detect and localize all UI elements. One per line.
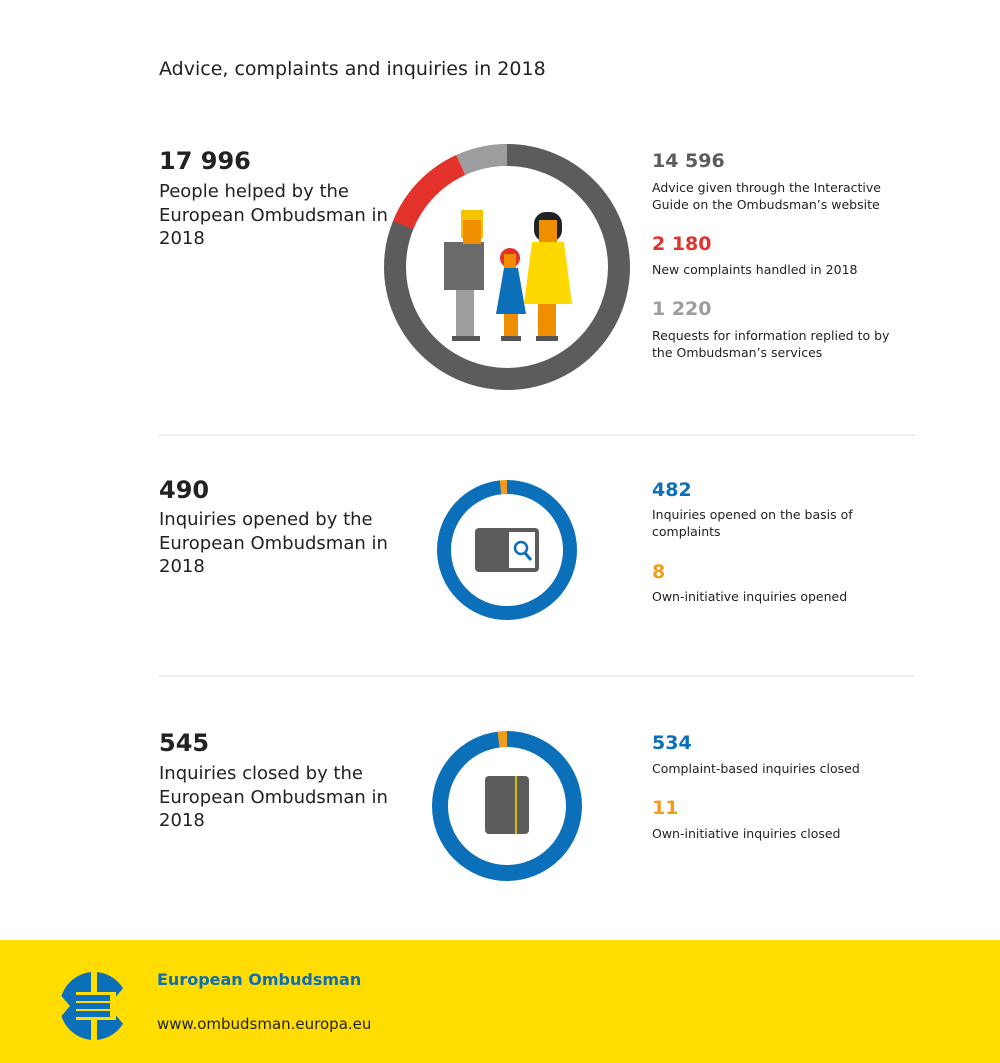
inquiries-closed-donut	[432, 731, 582, 881]
donut-segment	[384, 144, 630, 390]
people-helped-desc: People helped by the European Ombudsman …	[159, 181, 388, 249]
complaints-value: 2 180	[652, 233, 712, 255]
divider	[159, 675, 915, 677]
inquiries-closed-desc: Inquiries closed by the European Ombudsm…	[159, 763, 388, 831]
people-helped-donut	[384, 144, 630, 390]
people-helped-total: 17 996	[159, 147, 251, 175]
requests-value: 1 220	[652, 298, 712, 320]
donut-segment	[437, 480, 577, 620]
donut-segment	[432, 731, 582, 881]
donut-segment	[384, 144, 630, 390]
website-link[interactable]: www.ombudsman.europa.eu	[157, 1015, 372, 1033]
complaint-closed-value: 534	[652, 732, 692, 754]
own-initiative-opened-label: Own-initiative inquiries opened	[652, 589, 848, 604]
european-ombudsman-logo	[58, 970, 130, 1042]
requests-label: Requests for information replied to by t…	[652, 328, 890, 360]
closed-folder-icon	[485, 776, 529, 834]
advice-label: Advice given through the Interactive Gui…	[652, 180, 881, 212]
inquiries-closed-total: 545	[159, 729, 210, 757]
donut-segment	[432, 731, 582, 881]
own-initiative-opened-value: 8	[652, 561, 666, 583]
complaint-inquiries-value: 482	[652, 479, 692, 501]
organization-name: European Ombudsman	[157, 970, 362, 989]
complaint-inquiries-label: Inquiries opened on the basis of complai…	[652, 507, 853, 539]
family-icon	[444, 210, 572, 341]
complaint-closed-label: Complaint-based inquiries closed	[652, 761, 860, 776]
own-initiative-closed-value: 11	[652, 797, 679, 819]
own-initiative-closed-label: Own-initiative inquiries closed	[652, 826, 841, 841]
inquiries-opened-total: 490	[159, 476, 210, 504]
open-folder-search-icon	[475, 528, 539, 572]
divider	[159, 434, 915, 436]
inquiries-opened-desc: Inquiries opened by the European Ombudsm…	[159, 509, 388, 577]
footer: European Ombudsman www.ombudsman.europa.…	[0, 940, 1000, 1063]
advice-value: 14 596	[652, 150, 725, 172]
inquiries-opened-donut	[437, 480, 577, 620]
complaints-label: New complaints handled in 2018	[652, 262, 858, 277]
page-title: Advice, complaints and inquiries in 2018	[159, 58, 546, 80]
